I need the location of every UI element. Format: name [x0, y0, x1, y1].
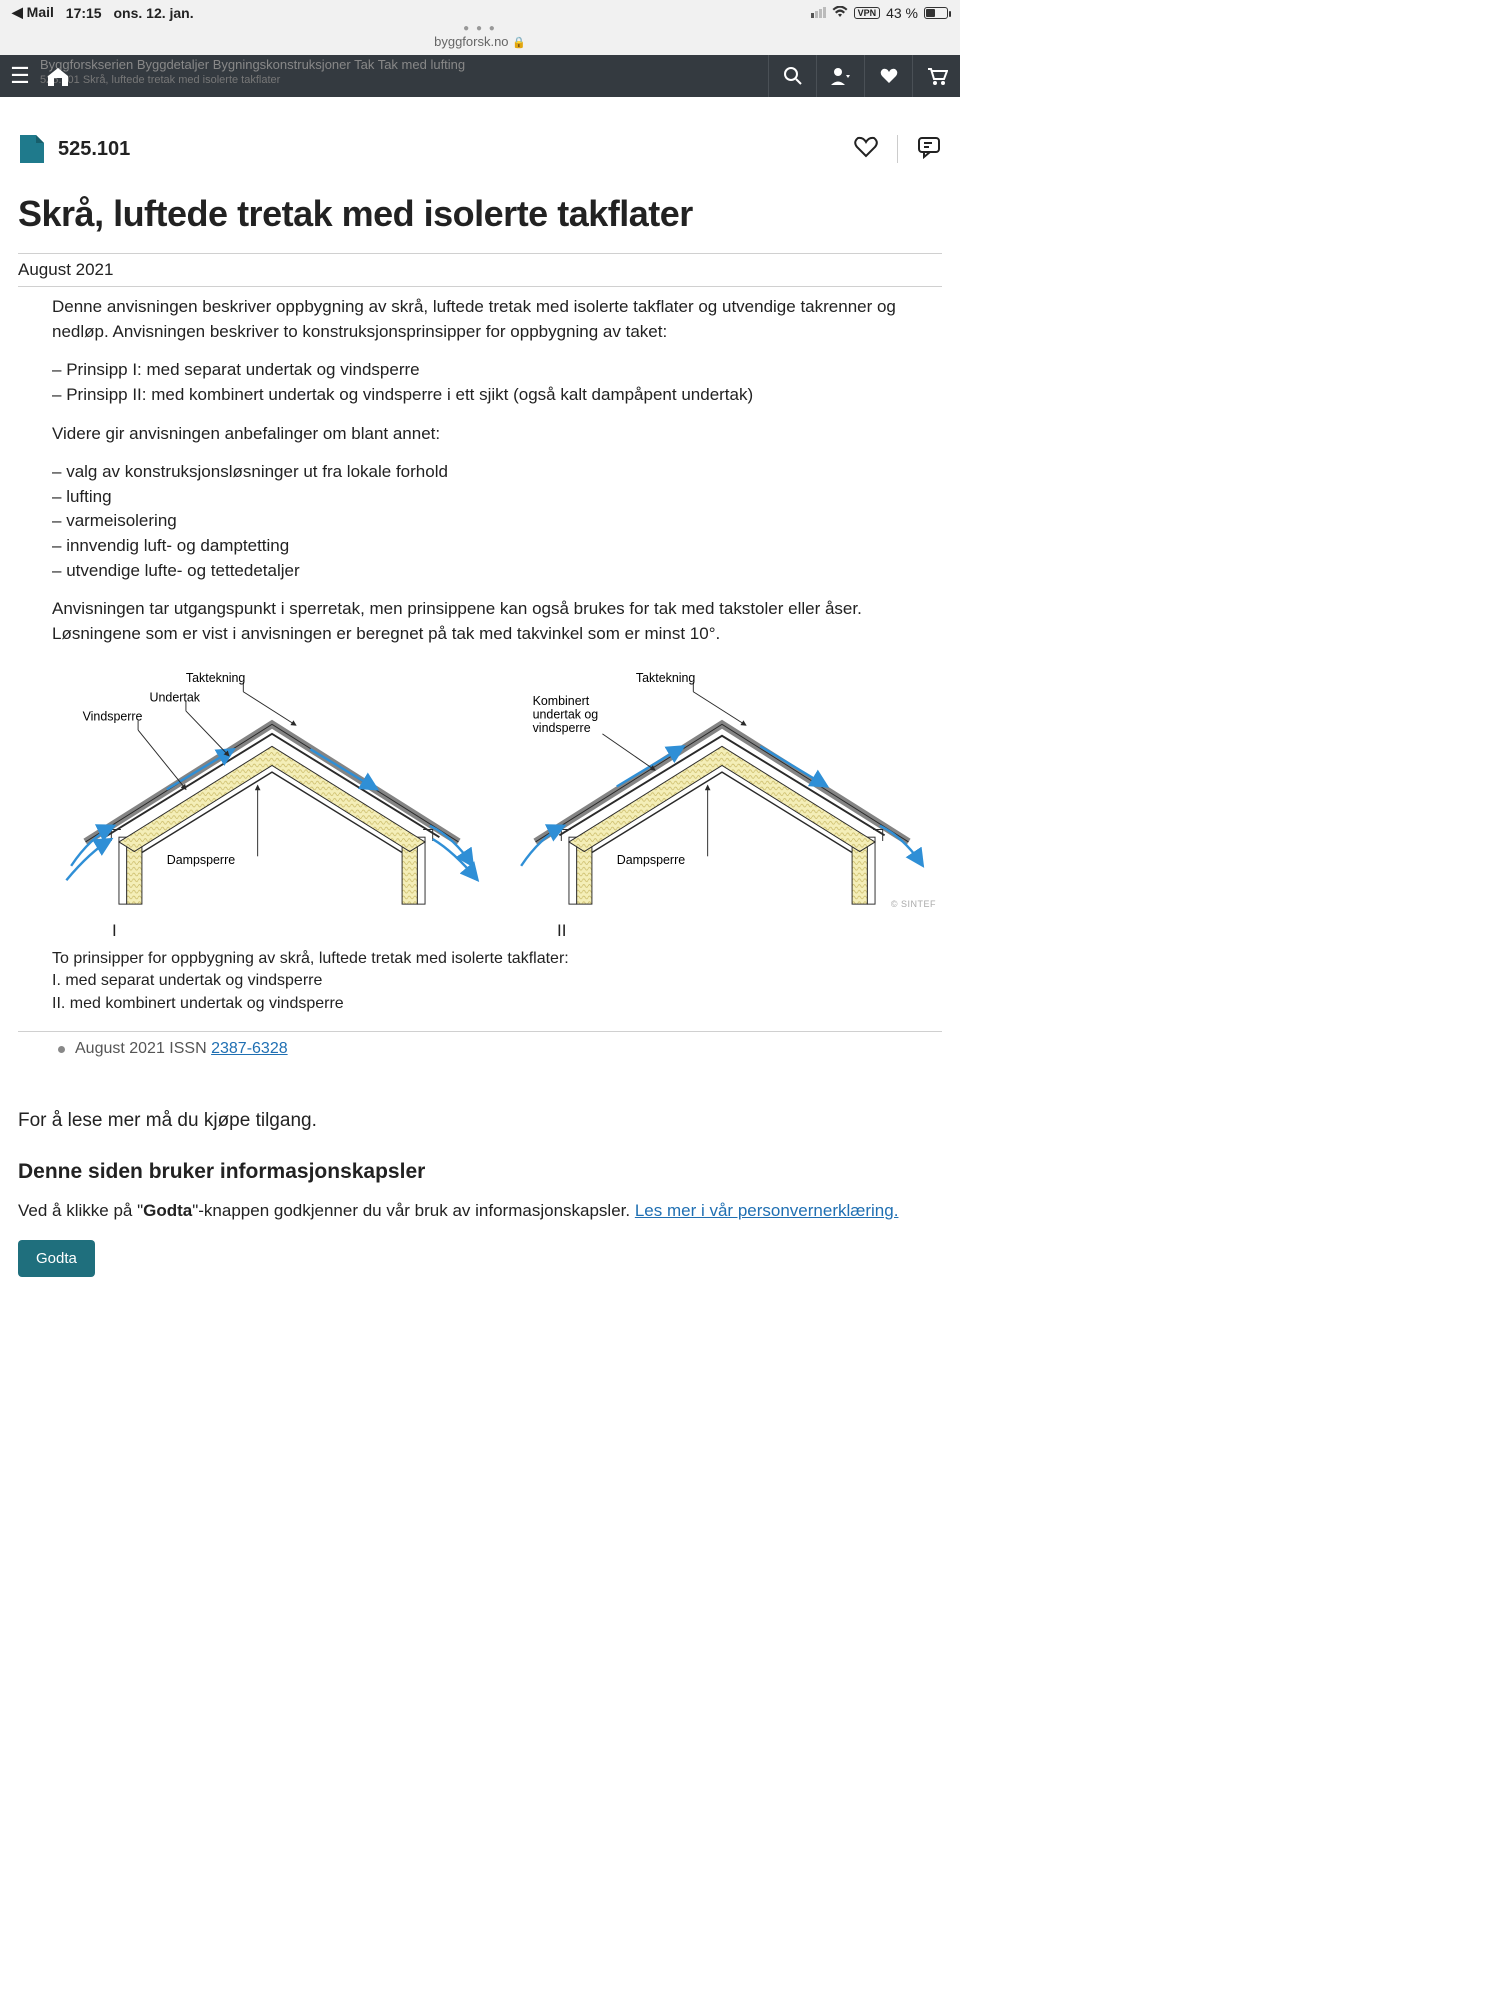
further-intro: Videre gir anvisningen anbefalinger om b…: [52, 422, 942, 447]
roof-diagram-left: Taktekning Undertak Vindsperre Dampsperr…: [52, 665, 492, 914]
svg-text:Kombinert undertak: Kombinert undertak og vindsperre: [533, 694, 602, 735]
closing-paragraph: Anvisningen tar utgangspunkt i sperretak…: [52, 597, 942, 646]
ios-status-bar: ◀ Mail 17:15 ons. 12. jan. VPN 43 %: [0, 0, 960, 23]
product-card[interactable]: Delserie Byggdetaljer: [384, 1225, 574, 1303]
back-to-app[interactable]: ◀ Mail: [12, 4, 54, 21]
user-menu-button[interactable]: [816, 55, 864, 97]
battery-icon: [924, 7, 948, 19]
figure-roman-labels: I II: [52, 919, 942, 944]
issn-link[interactable]: 2387-6328: [211, 1040, 288, 1057]
svg-text:Dampsperre: Dampsperre: [167, 853, 235, 867]
roof-figure: Taktekning Undertak Vindsperre Dampsperr…: [52, 665, 942, 914]
cart-button[interactable]: [912, 55, 960, 97]
svg-text:Taktekning: Taktekning: [636, 671, 695, 685]
intro-paragraph: Denne anvisningen beskriver oppbygning a…: [52, 295, 942, 344]
bullet-icon: [58, 1046, 65, 1053]
cookie-title: Denne siden bruker informasjonskapsler: [18, 1160, 942, 1184]
comment-icon[interactable]: [916, 135, 942, 164]
svg-text:Taktekning: Taktekning: [186, 671, 245, 685]
document-icon: [18, 133, 46, 165]
search-button[interactable]: [768, 55, 816, 97]
product-card[interactable]: Byggforskserien komplett: [180, 1225, 370, 1303]
favorites-button[interactable]: [864, 55, 912, 97]
svg-text:Dampsperre: Dampsperre: [617, 853, 685, 867]
divider: [897, 135, 898, 163]
issn-line: August 2021 ISSN 2387-6328: [18, 1040, 942, 1058]
status-date: ons. 12. jan.: [113, 5, 193, 21]
cookie-banner: Byggforskserien komplett Delserie Byggde…: [0, 1150, 960, 1303]
cellular-signal-icon: [811, 7, 826, 18]
breadcrumb: Byggforskserien Byggdetaljer Bygningskon…: [40, 57, 465, 86]
privacy-link[interactable]: Les mer i vår personvernerklæring.: [635, 1201, 899, 1220]
battery-percent: 43 %: [886, 5, 918, 21]
divider: [18, 1031, 942, 1032]
doc-code: 525.101: [58, 138, 130, 161]
roof-diagram-right: Taktekning Kombinert undertak og vindspe…: [502, 665, 942, 914]
figure-caption: To prinsipper for oppbygning av skrå, lu…: [18, 944, 942, 1015]
lock-icon: 🔒: [512, 37, 526, 49]
paywall-message: For å lese mer må du kjøpe tilgang.: [0, 1110, 960, 1132]
browser-url-bar[interactable]: ● ● ● byggforsk.no 🔒: [0, 23, 960, 55]
cookie-text: Ved å klikke på "Godta"-knappen godkjenn…: [18, 1198, 942, 1224]
article-body: Denne anvisningen beskriver oppbygning a…: [18, 287, 942, 944]
site-logo[interactable]: [44, 62, 72, 90]
top-nav: Byggforskserien Byggdetaljer Bygningskon…: [0, 55, 960, 97]
status-time: 17:15: [66, 5, 102, 21]
vpn-badge: VPN: [854, 7, 881, 19]
ellipsis-icon: ● ● ●: [0, 23, 960, 34]
menu-button[interactable]: ☰: [0, 63, 40, 89]
figure-credit: © SINTEF: [891, 898, 936, 911]
page-title: Skrå, luftede tretak med isolerte takfla…: [18, 193, 942, 235]
wifi-icon: [832, 5, 848, 21]
principles-list: Prinsipp I: med separat undertak og vind…: [52, 358, 942, 407]
product-card[interactable]: Enkeltanvisning: [588, 1225, 778, 1303]
svg-text:Vindsperre: Vindsperre: [83, 709, 143, 723]
doc-date: August 2021: [18, 254, 942, 286]
cookie-accept-button[interactable]: Godta: [18, 1240, 95, 1277]
svg-text:Undertak: Undertak: [150, 690, 201, 704]
favorite-icon[interactable]: [853, 135, 879, 164]
further-list: valg av konstruksjonsløsninger ut fra lo…: [52, 460, 942, 583]
